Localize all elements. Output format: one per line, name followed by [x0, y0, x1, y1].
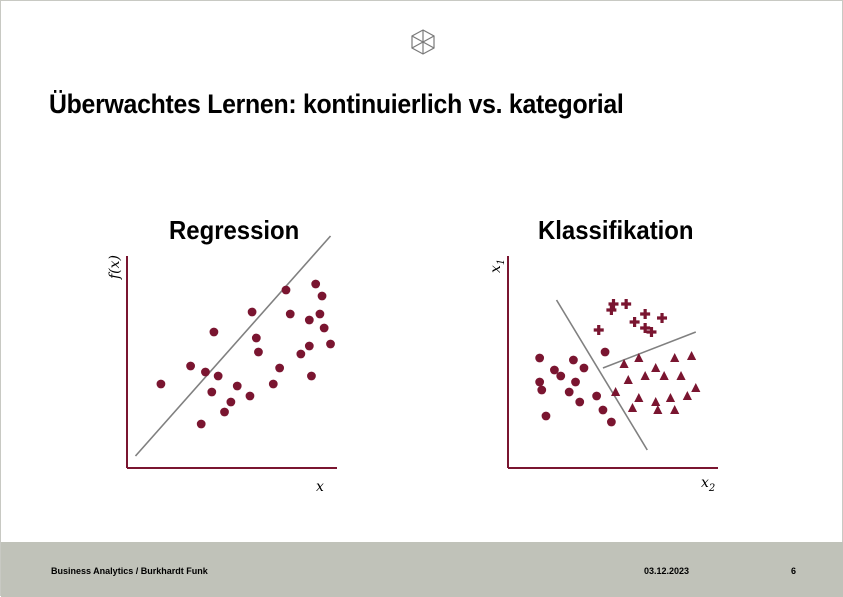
data-point-circle: [541, 411, 551, 421]
cube-icon: [411, 29, 435, 55]
data-point-circle: [196, 419, 206, 429]
decision-boundary-1: [555, 299, 648, 451]
data-point-circle: [268, 379, 278, 389]
data-point-circle: [275, 363, 285, 373]
classification-x-label: x2: [701, 475, 716, 494]
data-point-triangle: [651, 397, 661, 406]
data-point-circle: [571, 377, 580, 387]
data-point-triangle: [670, 353, 680, 362]
data-point-circle: [304, 315, 314, 325]
page-title: Überwachtes Lernen: kontinuierlich vs. k…: [49, 89, 624, 119]
data-point-circle: [156, 379, 166, 389]
data-point-circle: [598, 405, 608, 415]
data-point-triangle: [619, 359, 629, 368]
data-point-circle: [285, 309, 295, 319]
footer-date: 03.12.2023: [644, 566, 690, 576]
data-point-triangle: [659, 371, 669, 380]
data-point-circle: [220, 407, 229, 417]
data-point-circle: [201, 367, 210, 377]
decision-boundary-2: [602, 331, 697, 369]
data-point-triangle: [627, 403, 638, 412]
data-point-circle: [207, 387, 217, 397]
data-point-triangle: [611, 387, 621, 396]
data-point-circle: [569, 355, 578, 365]
data-point-plus: [621, 299, 632, 309]
data-point-triangle: [682, 391, 692, 400]
data-point-circle: [296, 349, 306, 359]
data-point-circle: [315, 309, 325, 319]
regression-x-label: x: [316, 479, 324, 495]
data-point-circle: [251, 333, 261, 343]
data-point-plus: [629, 317, 640, 327]
data-point-plus: [593, 325, 604, 335]
classification-heading: Klassifikation: [538, 215, 694, 245]
data-point-plus: [640, 309, 651, 319]
data-point-triangle: [665, 393, 676, 402]
data-point-triangle: [651, 363, 661, 372]
data-point-triangle: [676, 371, 686, 380]
data-point-circle: [579, 363, 589, 373]
data-point-circle: [304, 341, 314, 351]
regression-heading: Regression: [169, 215, 300, 245]
data-point-circle: [226, 397, 236, 407]
data-point-circle: [606, 417, 616, 427]
data-point-circle: [232, 381, 242, 391]
data-point-triangle: [634, 353, 644, 362]
data-point-circle: [311, 279, 321, 289]
data-point-circle: [535, 377, 545, 387]
data-point-circle: [535, 353, 545, 363]
footer-author: Business Analytics / Burkhardt Funk: [51, 566, 208, 576]
data-point-triangle: [640, 371, 650, 380]
data-point-triangle: [623, 375, 633, 384]
data-point-circle: [317, 291, 327, 301]
data-point-circle: [600, 347, 610, 357]
data-point-circle: [209, 327, 219, 337]
data-point-circle: [537, 385, 547, 395]
data-point-plus: [646, 327, 657, 337]
data-point-circle: [564, 387, 574, 397]
data-point-circle: [307, 371, 316, 381]
data-point-plus: [657, 313, 668, 323]
data-point-circle: [281, 285, 291, 295]
data-point-plus: [640, 323, 651, 333]
data-point-circle: [592, 391, 602, 401]
data-point-triangle: [653, 405, 663, 414]
data-point-triangle: [670, 405, 680, 414]
data-point-circle: [254, 347, 263, 357]
data-point-circle: [550, 365, 559, 375]
data-point-plus: [608, 299, 619, 309]
footer-bar: Business Analytics / Burkhardt Funk 03.1…: [1, 542, 843, 597]
data-point-circle: [213, 371, 223, 381]
data-point-circle: [186, 361, 196, 371]
data-point-plus: [606, 305, 617, 315]
data-point-circle: [245, 391, 255, 401]
data-point-triangle: [686, 351, 697, 360]
data-point-circle: [247, 307, 257, 317]
data-point-circle: [326, 339, 335, 349]
data-point-circle: [575, 397, 585, 407]
page-number: 6: [791, 566, 797, 576]
data-point-triangle: [691, 383, 701, 392]
regression-line: [134, 235, 332, 457]
data-point-triangle: [634, 393, 644, 402]
data-point-circle: [319, 323, 329, 333]
data-point-circle: [556, 371, 566, 381]
